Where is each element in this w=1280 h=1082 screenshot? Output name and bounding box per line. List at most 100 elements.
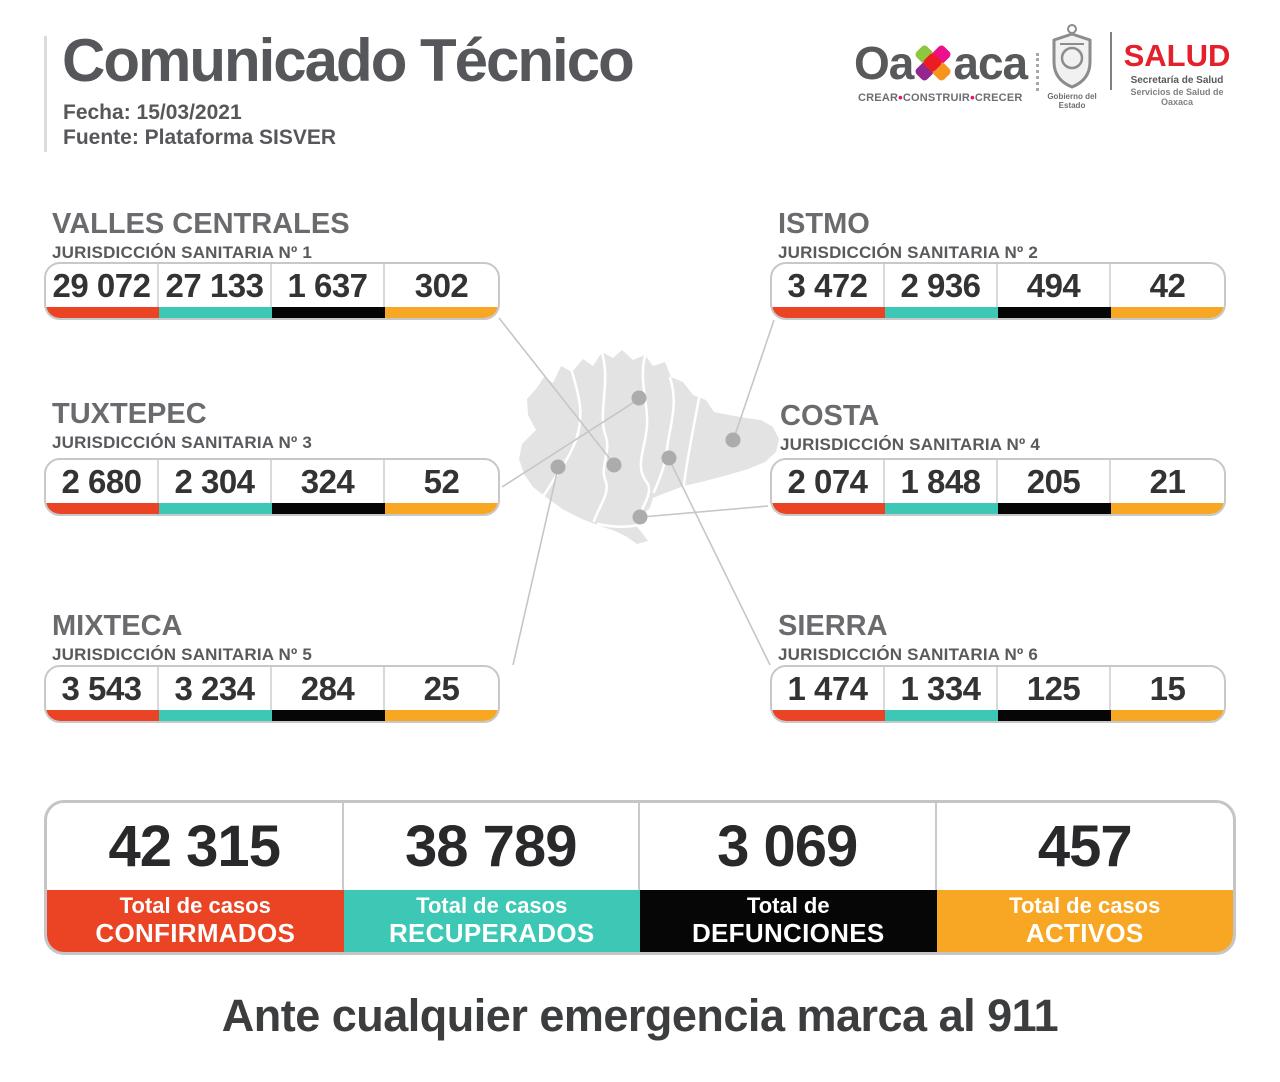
confirmed-cell: 3 543 [46, 667, 159, 721]
recovered-value: 1 334 [885, 667, 998, 710]
recovered-cell: 1 848 [885, 460, 998, 514]
government-label: Gobierno del Estado [1047, 92, 1097, 110]
region-name: ISTMO [778, 208, 870, 240]
salud-logo: SALUD Secretaría de Salud Servicios de S… [1118, 40, 1236, 107]
confirmed-cell: 29 072 [46, 264, 159, 318]
deaths-value: 1 637 [272, 264, 385, 307]
emergency-notice: Ante cualquier emergencia marca al 911 [221, 990, 1059, 1041]
confirmed-cell: 1 474 [772, 667, 885, 721]
total-recovered-label: Total de casos RECUPERADOS [343, 890, 640, 952]
recovered-color-bar [159, 710, 272, 721]
deaths-cell: 1 637 [272, 264, 385, 318]
confirmed-value: 29 072 [46, 264, 159, 307]
total-recovered-value: 38 789 [344, 803, 640, 890]
active-color-bar [385, 503, 498, 514]
recovered-color-bar [885, 307, 998, 318]
map-node-valles-centrales [606, 457, 622, 473]
map-node-istmo [725, 432, 741, 448]
bullet-separator-icon: • [970, 90, 975, 105]
total-active-value: 457 [1037, 814, 1133, 879]
title-rule [44, 36, 47, 152]
region-name: SIERRA [778, 610, 888, 642]
total-label-line2: ACTIVOS [1025, 917, 1144, 948]
statewide-totals-bar: 42 315 Total de casos CONFIRMADOS 38 789… [44, 800, 1236, 955]
dotted-divider [1036, 53, 1039, 91]
map-nodes [550, 390, 741, 525]
region-header-sierra: SIERRA JURISDICCIÓN SANITARIA Nº 6 [778, 612, 1038, 665]
recovered-cell: 2 936 [885, 264, 998, 318]
total-deaths-cell: 3 069 Total de DEFUNCIONES [640, 803, 937, 952]
region-name: VALLES CENTRALES [52, 208, 350, 240]
region-jurisdiction: JURISDICCIÓN SANITARIA Nº 1 [52, 243, 313, 262]
map-node-tuxtepec [631, 390, 647, 406]
tagline-word: CONSTRUIR [902, 91, 971, 104]
confirmed-value: 2 074 [772, 460, 885, 503]
connector-tuxtepec [501, 398, 640, 488]
region-jurisdiction: JURISDICCIÓN SANITARIA Nº 4 [780, 435, 1041, 454]
connector-mixteca [512, 467, 559, 666]
recovered-color-bar [159, 307, 272, 318]
region-header-tuxtepec: TUXTEPEC JURISDICCIÓN SANITARIA Nº 3 [52, 400, 312, 453]
connector-sierra [668, 458, 771, 666]
recovered-value: 2 936 [885, 264, 998, 307]
active-cell: 302 [385, 264, 498, 318]
region-header-mixteca: MIXTECA JURISDICCIÓN SANITARIA Nº 5 [52, 612, 312, 665]
recovered-color-bar [885, 710, 998, 721]
total-recovered-cell: 38 789 Total de casos RECUPERADOS [343, 803, 640, 952]
region-card-mixteca: 3 543 3 234 284 25 [44, 665, 500, 723]
active-value: 21 [1149, 462, 1186, 500]
recovered-cell: 2 304 [159, 460, 272, 514]
total-deaths-value: 3 069 [640, 803, 937, 890]
total-active-label: Total de casos ACTIVOS [936, 890, 1233, 952]
deaths-value: 324 [272, 460, 385, 503]
total-confirmed-value: 42 315 [47, 803, 344, 890]
recovered-value: 1 848 [885, 460, 998, 503]
confirmed-value: 3 543 [46, 667, 159, 710]
confirmed-color-bar [772, 307, 885, 318]
recovered-cell: 27 133 [159, 264, 272, 318]
region-card-istmo: 3 472 2 936 494 42 [770, 262, 1226, 320]
source-label: Fuente: Plataforma SISVER [63, 126, 337, 149]
deaths-value: 205 [998, 460, 1111, 503]
confirmed-color-bar [46, 503, 159, 514]
logo-divider [1110, 32, 1112, 90]
active-color-bar [385, 710, 498, 721]
total-label-line1: Total de casos [416, 893, 568, 919]
active-cell: 52 [385, 460, 498, 514]
connector-lines [498, 317, 775, 666]
region-jurisdiction: JURISDICCIÓN SANITARIA Nº 2 [778, 243, 1039, 262]
region-card-sierra: 1 474 1 334 125 15 [770, 665, 1226, 723]
active-cell: 42 [1111, 264, 1224, 318]
oaxaca-logo: Oa aca [854, 40, 1028, 86]
deaths-color-bar [272, 503, 385, 514]
region-name: TUXTEPEC [52, 398, 207, 430]
recovered-cell: 1 334 [885, 667, 998, 721]
region-header-valles-centrales: VALLES CENTRALES JURISDICCIÓN SANITARIA … [52, 210, 350, 263]
recovered-value: 2 304 [159, 460, 272, 503]
active-color-bar [1111, 307, 1224, 318]
region-name: COSTA [780, 400, 880, 432]
map-node-mixteca [550, 459, 566, 475]
deaths-color-bar [272, 307, 385, 318]
map-node-sierra [661, 450, 677, 466]
total-label-line2: CONFIRMADOS [95, 917, 296, 948]
active-value: 15 [1149, 669, 1186, 707]
total-deaths-label: Total de DEFUNCIONES [640, 890, 937, 952]
deaths-cell: 324 [272, 460, 385, 514]
active-color-bar [1111, 710, 1224, 721]
region-jurisdiction: JURISDICCIÓN SANITARIA Nº 6 [778, 645, 1039, 664]
connector-istmo [732, 319, 775, 442]
active-color-bar [385, 307, 498, 318]
active-value: 302 [414, 266, 469, 304]
oaxaca-tagline: CREAR • CONSTRUIR • CRECER [858, 90, 1022, 105]
active-color-bar [1111, 503, 1224, 514]
recovered-value: 3 234 [159, 667, 272, 710]
recovered-color-bar [159, 503, 272, 514]
deaths-cell: 205 [998, 460, 1111, 514]
active-value: 42 [1149, 266, 1186, 304]
deaths-value: 125 [998, 667, 1111, 710]
confirmed-value: 3 472 [772, 264, 885, 307]
recovered-color-bar [885, 503, 998, 514]
confirmed-value: 1 474 [772, 667, 885, 710]
